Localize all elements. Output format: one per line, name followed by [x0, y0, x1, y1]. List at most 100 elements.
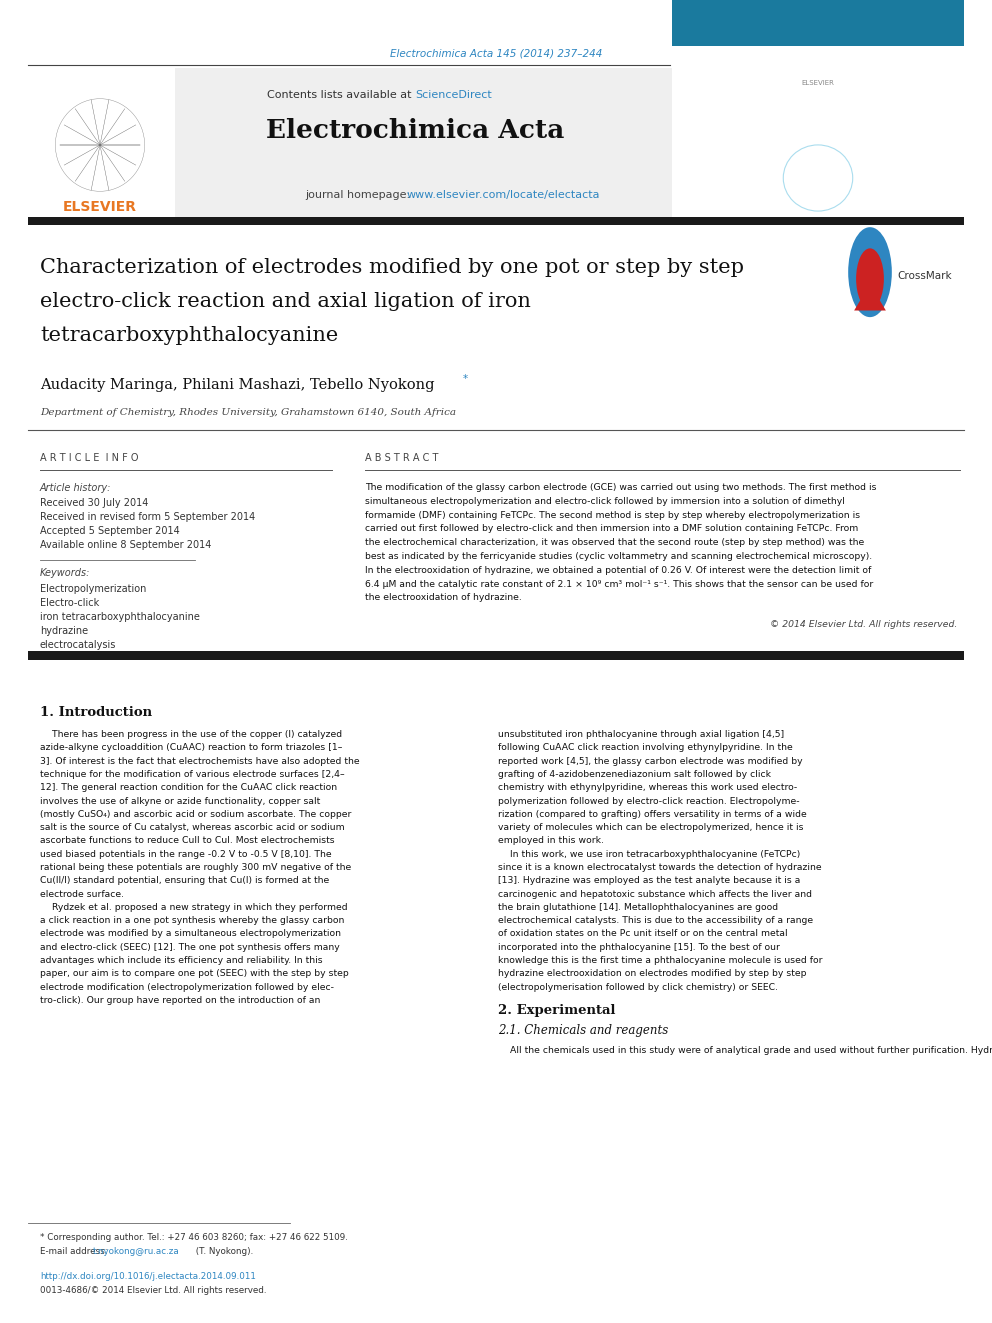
- Text: Keywords:: Keywords:: [40, 568, 90, 578]
- Text: formamide (DMF) containing FeTCPc. The second method is step by step whereby ele: formamide (DMF) containing FeTCPc. The s…: [365, 511, 860, 520]
- Text: 2.1. Chemicals and reagents: 2.1. Chemicals and reagents: [498, 1024, 669, 1037]
- Text: http://dx.doi.org/10.1016/j.electacta.2014.09.011: http://dx.doi.org/10.1016/j.electacta.20…: [40, 1271, 256, 1281]
- Text: the electrooxidation of hydrazine.: the electrooxidation of hydrazine.: [365, 594, 522, 602]
- Ellipse shape: [856, 249, 884, 310]
- Text: the electrochemical characterization, it was observed that the second route (ste: the electrochemical characterization, it…: [365, 538, 864, 548]
- Text: A B S T R A C T: A B S T R A C T: [365, 452, 438, 463]
- Text: rization (compared to grafting) offers versatility in terms of a wide: rization (compared to grafting) offers v…: [498, 810, 806, 819]
- Text: (T. Nyokong).: (T. Nyokong).: [193, 1248, 253, 1256]
- Text: 12]. The general reaction condition for the CuAAC click reaction: 12]. The general reaction condition for …: [40, 783, 337, 792]
- Text: www.elsevier.com/locate/electacta: www.elsevier.com/locate/electacta: [407, 191, 600, 200]
- Text: (mostly CuSO₄) and ascorbic acid or sodium ascorbate. The copper: (mostly CuSO₄) and ascorbic acid or sodi…: [40, 810, 351, 819]
- Text: involves the use of alkyne or azide functionality, copper salt: involves the use of alkyne or azide func…: [40, 796, 320, 806]
- Text: There has been progress in the use of the copper (I) catalyzed: There has been progress in the use of th…: [40, 730, 342, 740]
- Polygon shape: [854, 284, 886, 311]
- Text: © 2014 Elsevier Ltd. All rights reserved.: © 2014 Elsevier Ltd. All rights reserved…: [770, 620, 957, 628]
- Text: Contents lists available at: Contents lists available at: [267, 90, 415, 101]
- Text: 2. Experimental: 2. Experimental: [498, 1004, 615, 1017]
- Text: electrocatalysis: electrocatalysis: [40, 640, 116, 650]
- Text: polymerization followed by electro-click reaction. Electropolyme-: polymerization followed by electro-click…: [498, 796, 800, 806]
- Text: In the electrooxidation of hydrazine, we obtained a potential of 0.26 V. Of inte: In the electrooxidation of hydrazine, we…: [365, 566, 871, 574]
- Ellipse shape: [848, 228, 892, 318]
- Text: Accepted 5 September 2014: Accepted 5 September 2014: [40, 527, 180, 536]
- Text: Available online 8 September 2014: Available online 8 September 2014: [40, 540, 211, 550]
- Text: 3]. Of interest is the fact that electrochemists have also adopted the: 3]. Of interest is the fact that electro…: [40, 757, 360, 766]
- Text: since it is a known electrocatalyst towards the detection of hydrazine: since it is a known electrocatalyst towa…: [498, 863, 821, 872]
- Bar: [28, 67, 175, 218]
- Text: reported work [4,5], the glassy carbon electrode was modified by: reported work [4,5], the glassy carbon e…: [498, 757, 803, 766]
- Text: the brain glutathione [14]. Metallophthalocyanines are good: the brain glutathione [14]. Metallophtha…: [498, 902, 778, 912]
- Text: The modification of the glassy carbon electrode (GCE) was carried out using two : The modification of the glassy carbon el…: [365, 483, 877, 492]
- Text: electrochemical catalysts. This is due to the accessibility of a range: electrochemical catalysts. This is due t…: [498, 917, 813, 925]
- Text: tetracarboxyphthalocyanine: tetracarboxyphthalocyanine: [40, 325, 338, 345]
- Text: Article history:: Article history:: [40, 483, 111, 493]
- Text: a click reaction in a one pot synthesis whereby the glassy carbon: a click reaction in a one pot synthesis …: [40, 917, 344, 925]
- Bar: [28, 651, 964, 660]
- Text: (electropolymerisation followed by click chemistry) or SEEC.: (electropolymerisation followed by click…: [498, 983, 778, 992]
- Text: unsubstituted iron phthalocyanine through axial ligation [4,5]: unsubstituted iron phthalocyanine throug…: [498, 730, 784, 740]
- Text: simultaneous electropolymerization and electro-click followed by immersion into : simultaneous electropolymerization and e…: [365, 497, 845, 505]
- Text: incorporated into the phthalocyanine [15]. To the best of our: incorporated into the phthalocyanine [15…: [498, 943, 780, 951]
- Text: salt is the source of Cu catalyst, whereas ascorbic acid or sodium: salt is the source of Cu catalyst, where…: [40, 823, 344, 832]
- Text: employed in this work.: employed in this work.: [498, 836, 604, 845]
- Text: of oxidation states on the Pc unit itself or on the central metal: of oxidation states on the Pc unit itsel…: [498, 930, 788, 938]
- Text: Electrochimica Acta 145 (2014) 237–244: Electrochimica Acta 145 (2014) 237–244: [390, 48, 602, 58]
- Text: Audacity Maringa, Philani Mashazi, Tebello Nyokong: Audacity Maringa, Philani Mashazi, Tebel…: [40, 378, 434, 392]
- Text: Department of Chemistry, Rhodes University, Grahamstown 6140, South Africa: Department of Chemistry, Rhodes Universi…: [40, 407, 456, 417]
- Text: A R T I C L E  I N F O: A R T I C L E I N F O: [40, 452, 139, 463]
- Text: electro-click reaction and axial ligation of iron: electro-click reaction and axial ligatio…: [40, 292, 531, 311]
- Text: grafting of 4-azidobenzenediazonium salt followed by click: grafting of 4-azidobenzenediazonium salt…: [498, 770, 771, 779]
- Text: 6.4 μM and the catalytic rate constant of 2.1 × 10⁹ cm³ mol⁻¹ s⁻¹. This shows th: 6.4 μM and the catalytic rate constant o…: [365, 579, 873, 589]
- Text: ELSEVIER: ELSEVIER: [802, 79, 834, 86]
- Text: Characterization of electrodes modified by one pot or step by step: Characterization of electrodes modified …: [40, 258, 744, 277]
- Text: Received 30 July 2014: Received 30 July 2014: [40, 497, 149, 508]
- Text: Received in revised form 5 September 2014: Received in revised form 5 September 201…: [40, 512, 255, 523]
- Text: technique for the modification of various electrode surfaces [2,4–: technique for the modification of variou…: [40, 770, 344, 779]
- Text: rational being these potentials are roughly 300 mV negative of the: rational being these potentials are roug…: [40, 863, 351, 872]
- Bar: [28, 67, 672, 218]
- Text: hydrazine: hydrazine: [40, 626, 88, 636]
- Text: Electropolymerization: Electropolymerization: [40, 583, 147, 594]
- Bar: [28, 217, 964, 225]
- Text: best as indicated by the ferricyanide studies (cyclic voltammetry and scanning e: best as indicated by the ferricyanide st…: [365, 552, 872, 561]
- Text: journal homepage:: journal homepage:: [305, 191, 414, 200]
- Text: * Corresponding author. Tel.: +27 46 603 8260; fax: +27 46 622 5109.: * Corresponding author. Tel.: +27 46 603…: [40, 1233, 348, 1242]
- Text: tro-click). Our group have reported on the introduction of an: tro-click). Our group have reported on t…: [40, 996, 320, 1005]
- Text: advantages which include its efficiency and reliability. In this: advantages which include its efficiency …: [40, 957, 322, 964]
- Text: hydrazine electrooxidation on electrodes modified by step by step: hydrazine electrooxidation on electrodes…: [498, 970, 806, 979]
- Text: Cu(II/I) standard potential, ensuring that Cu(I) is formed at the: Cu(II/I) standard potential, ensuring th…: [40, 876, 329, 885]
- Text: ascorbate functions to reduce CuII to CuI. Most electrochemists: ascorbate functions to reduce CuII to Cu…: [40, 836, 334, 845]
- Text: *: *: [463, 374, 468, 384]
- Text: t.nyokong@ru.ac.za: t.nyokong@ru.ac.za: [93, 1248, 180, 1256]
- Text: Acta: Acta: [806, 122, 829, 131]
- Text: following CuAAC click reaction involving ethynylpyridine. In the: following CuAAC click reaction involving…: [498, 744, 793, 753]
- Text: 0013-4686/© 2014 Elsevier Ltd. All rights reserved.: 0013-4686/© 2014 Elsevier Ltd. All right…: [40, 1286, 267, 1295]
- Text: Electro-click: Electro-click: [40, 598, 99, 609]
- Text: CrossMark: CrossMark: [898, 271, 952, 280]
- Text: All the chemicals used in this study were of analytical grade and used without f: All the chemicals used in this study wer…: [498, 1046, 992, 1054]
- Text: 1. Introduction: 1. Introduction: [40, 706, 152, 718]
- Text: used biased potentials in the range -0.2 V to -0.5 V [8,10]. The: used biased potentials in the range -0.2…: [40, 849, 331, 859]
- Text: electrode was modified by a simultaneous electropolymerization: electrode was modified by a simultaneous…: [40, 930, 341, 938]
- Text: iron tetracarboxyphthalocyanine: iron tetracarboxyphthalocyanine: [40, 613, 199, 622]
- Text: E-mail address:: E-mail address:: [40, 1248, 110, 1256]
- Text: ScienceDirect: ScienceDirect: [415, 90, 492, 101]
- Text: carried out first followed by electro-click and then immersion into a DMF soluti: carried out first followed by electro-cl…: [365, 524, 858, 533]
- Text: In this work, we use iron tetracarboxyphthalocyanine (FeTCPc): In this work, we use iron tetracarboxyph…: [498, 849, 801, 859]
- Text: ELSEVIER: ELSEVIER: [63, 200, 137, 214]
- Text: Electrochimica: Electrochimica: [781, 108, 855, 116]
- Bar: [672, 0, 964, 67]
- Text: and electro-click (SEEC) [12]. The one pot synthesis offers many: and electro-click (SEEC) [12]. The one p…: [40, 943, 339, 951]
- Text: variety of molecules which can be electropolymerized, hence it is: variety of molecules which can be electr…: [498, 823, 804, 832]
- Text: carcinogenic and hepatotoxic substance which affects the liver and: carcinogenic and hepatotoxic substance w…: [498, 889, 812, 898]
- Text: paper, our aim is to compare one pot (SEEC) with the step by step: paper, our aim is to compare one pot (SE…: [40, 970, 349, 979]
- Text: [13]. Hydrazine was employed as the test analyte because it is a: [13]. Hydrazine was employed as the test…: [498, 876, 801, 885]
- Text: Electrochimica Acta: Electrochimica Acta: [266, 118, 564, 143]
- Text: electrode modification (electropolymerization followed by elec-: electrode modification (electropolymeriz…: [40, 983, 334, 992]
- Text: chemistry with ethynylpyridine, whereas this work used electro-: chemistry with ethynylpyridine, whereas …: [498, 783, 798, 792]
- Text: Rydzek et al. proposed a new strategy in which they performed: Rydzek et al. proposed a new strategy in…: [40, 902, 347, 912]
- Bar: [672, 46, 964, 67]
- Text: azide-alkyne cycloaddition (CuAAC) reaction to form triazoles [1–: azide-alkyne cycloaddition (CuAAC) react…: [40, 744, 342, 753]
- Text: knowledge this is the first time a phthalocyanine molecule is used for: knowledge this is the first time a phtha…: [498, 957, 822, 964]
- Text: electrode surface.: electrode surface.: [40, 889, 124, 898]
